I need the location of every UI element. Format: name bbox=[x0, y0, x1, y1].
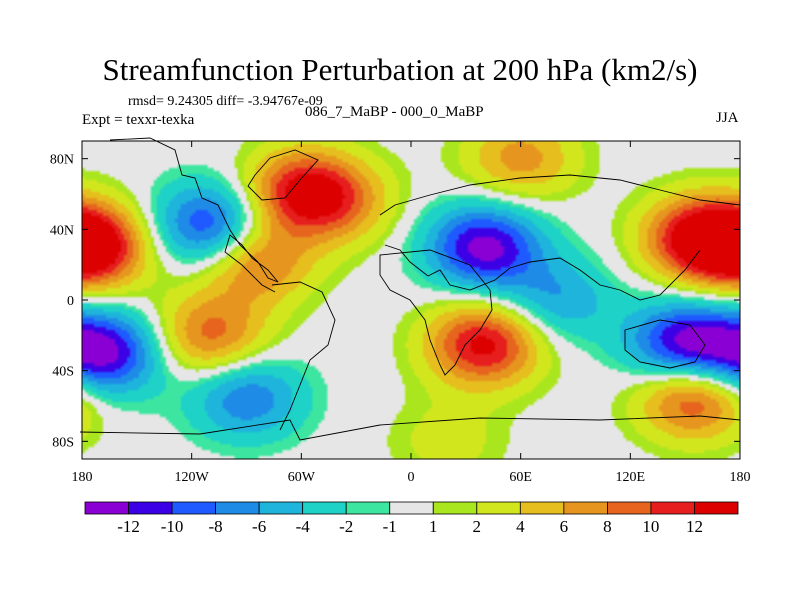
colorbar-swatch bbox=[607, 501, 652, 515]
subtitle-label: 086_7_MaBP - 000_0_MaBP bbox=[305, 104, 484, 120]
season-label: JJA bbox=[716, 110, 739, 126]
colorbar-swatch bbox=[563, 501, 608, 515]
coastline-africa bbox=[379, 249, 493, 376]
y-tick-label: 40S bbox=[52, 365, 74, 380]
coastlines bbox=[79, 137, 741, 441]
experiment-label: Expt = texxr-texka bbox=[82, 112, 195, 128]
y-tick-label: 80N bbox=[50, 153, 74, 168]
colorbar-label: 6 bbox=[560, 517, 569, 536]
x-tick-label: 0 bbox=[408, 470, 415, 485]
colorbar-label: 8 bbox=[603, 517, 612, 536]
x-axis: 180 120W 60W 0 60E 120E 180 bbox=[72, 141, 751, 485]
colorbar-label: 4 bbox=[516, 517, 525, 536]
colorbar-label: 12 bbox=[686, 517, 703, 536]
colorbar-swatch bbox=[258, 501, 304, 515]
colorbar-swatch bbox=[345, 501, 391, 515]
colorbar-label: -1 bbox=[383, 517, 397, 536]
colorbar-swatch bbox=[215, 501, 260, 515]
coastline-eurasia-north bbox=[379, 174, 741, 216]
x-tick-label: 120E bbox=[616, 470, 646, 485]
colorbar-label: -6 bbox=[252, 517, 266, 536]
x-tick-label: 180 bbox=[72, 470, 93, 485]
colorbar-swatch bbox=[476, 501, 521, 515]
y-axis: 80N 40N 0 40S 80S bbox=[50, 153, 740, 450]
coastline-eurasia-south bbox=[384, 244, 701, 301]
colorbar-swatch bbox=[650, 501, 695, 515]
coastline-australia bbox=[624, 319, 706, 369]
colorbar-swatch bbox=[84, 501, 129, 515]
x-tick-label: 60W bbox=[288, 470, 316, 485]
colorbar-swatch bbox=[128, 501, 173, 515]
colorbar-label: -10 bbox=[161, 517, 184, 536]
y-tick-label: 40N bbox=[50, 223, 74, 238]
y-tick-label: 0 bbox=[67, 294, 74, 309]
y-tick-label: 80S bbox=[52, 435, 74, 450]
colorbar-label: 1 bbox=[429, 517, 438, 536]
colorbar-label: -12 bbox=[117, 517, 140, 536]
colorbar-swatch bbox=[302, 501, 347, 515]
colorbar-swatch bbox=[519, 501, 565, 515]
chart-title: Streamfunction Perturbation at 200 hPa (… bbox=[102, 52, 698, 87]
colorbar: -12 -10 -8 -6 -4 -2 -1 1 2 4 6 8 10 12 bbox=[84, 501, 739, 536]
plot-area bbox=[82, 141, 740, 459]
coastline-greenland bbox=[247, 149, 319, 201]
x-tick-label: 180 bbox=[730, 470, 751, 485]
colorbar-swatch bbox=[432, 501, 478, 515]
colorbar-label: -2 bbox=[339, 517, 353, 536]
colorbar-swatch bbox=[389, 501, 434, 515]
x-tick-label: 60E bbox=[509, 470, 532, 485]
stats-label: rmsd= 9.24305 diff= -3.94767e-09 bbox=[128, 94, 323, 109]
coastline-south-america bbox=[271, 281, 336, 431]
streamfunction-field bbox=[82, 141, 740, 459]
colorbar-label: -4 bbox=[296, 517, 311, 536]
colorbar-label: -8 bbox=[209, 517, 223, 536]
x-tick-label: 120W bbox=[175, 470, 210, 485]
colorbar-label: 2 bbox=[473, 517, 482, 536]
colorbar-swatch bbox=[171, 501, 216, 515]
coastline-antarctica bbox=[79, 415, 741, 441]
colorbar-swatch bbox=[694, 501, 739, 515]
coastline-north-america bbox=[109, 137, 279, 293]
colorbar-label: 10 bbox=[642, 517, 659, 536]
